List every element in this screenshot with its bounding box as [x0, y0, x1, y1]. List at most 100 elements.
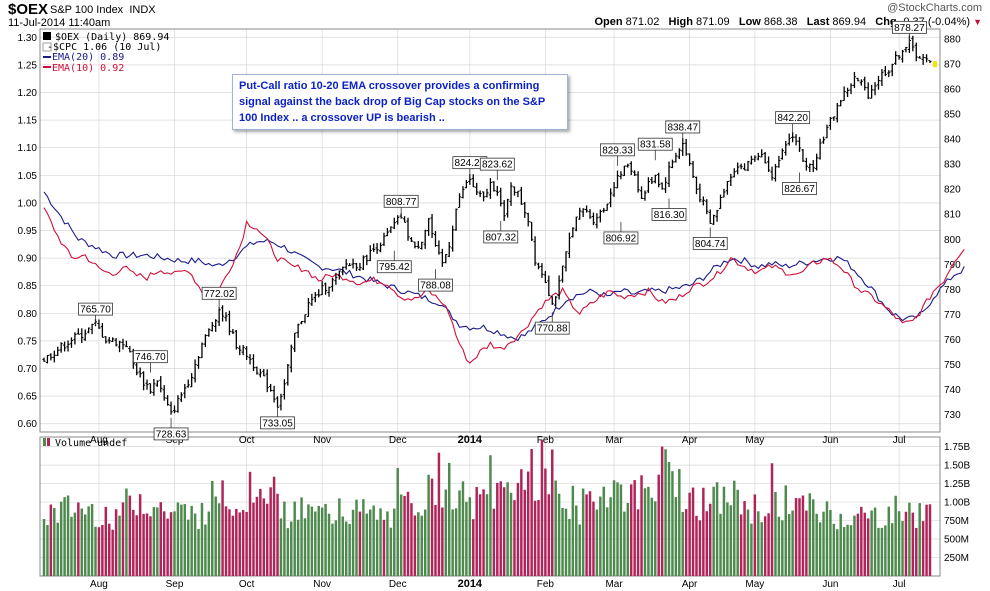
volume-bar: [475, 486, 478, 576]
volume-bar: [159, 502, 162, 576]
volume-bar: [884, 525, 887, 576]
left-tick-label: 1.25: [18, 60, 38, 71]
price-bar: [684, 138, 688, 156]
price-bar: [543, 270, 547, 283]
price-bar: [382, 232, 386, 246]
volume-bar: [513, 500, 516, 576]
price-bar: [327, 286, 331, 297]
price-bar: [282, 379, 286, 400]
legend-volume-text: Volume undef: [55, 438, 127, 449]
volume-bar: [331, 523, 334, 576]
price-bar: [413, 241, 417, 249]
price-bar: [887, 70, 891, 78]
volume-bar: [588, 491, 592, 576]
price-bar: [773, 164, 778, 182]
volume-bar: [49, 504, 53, 576]
legend-oex: $OEX (Daily) 869.94: [43, 32, 169, 43]
price-bar: [378, 242, 383, 253]
x-tick-label-vol: Nov: [313, 579, 331, 590]
price-bar: [220, 305, 225, 322]
low-value: 868.38: [763, 16, 798, 28]
open-label: Open: [594, 16, 623, 28]
price-bar: [804, 157, 808, 171]
volume-bar: [660, 446, 664, 576]
volume-bar: [111, 529, 114, 576]
price-bar: [196, 356, 201, 369]
volume-bar: [241, 510, 245, 576]
right-tick-label: 740: [944, 385, 961, 396]
volume-bar: [571, 485, 575, 576]
price-bar: [169, 401, 173, 415]
price-bar: [852, 71, 857, 89]
x-tick-label: Apr: [682, 435, 698, 446]
x-tick-label-vol: Apr: [682, 579, 698, 590]
price-bar: [550, 296, 554, 305]
volume-bar: [262, 498, 266, 576]
price-bar: [509, 182, 513, 206]
price-bar: [849, 83, 853, 95]
left-tick-label: 0.80: [18, 309, 38, 320]
legend-ema20-text: EMA(20) 0.89: [52, 52, 124, 63]
price-bar: [310, 293, 314, 306]
price-bar: [928, 60, 932, 64]
volume-bar: [372, 505, 375, 576]
price-bar: [736, 162, 740, 175]
volume-bar: [248, 471, 252, 576]
volume-bar: [877, 527, 880, 576]
price-bar: [914, 42, 918, 62]
volume-bar: [56, 522, 59, 576]
price-bar: [787, 133, 791, 146]
volume-bar: [156, 507, 159, 576]
volume-bar: [293, 501, 296, 576]
volume-bar: [908, 502, 911, 576]
volume-bar: [108, 523, 111, 576]
volume-bar: [530, 449, 533, 576]
volume-bar: [162, 511, 166, 576]
volume-bar: [602, 486, 605, 576]
x-tick-label: Jun: [822, 435, 838, 446]
price-bar: [866, 82, 870, 100]
annotation-box: Put-Call ratio 10-20 EMA crossover provi…: [232, 74, 568, 130]
callout-label: 807.32: [485, 232, 516, 243]
volume-bar: [73, 512, 77, 576]
price-bar: [712, 214, 716, 225]
price-bar: [258, 368, 262, 378]
callout-label: 824.21: [455, 158, 486, 169]
price-bar: [162, 385, 166, 401]
callout-label: 795.42: [379, 262, 410, 273]
price-bar: [791, 132, 795, 143]
chart-datetime: 11-Jul-2014 11:40am: [8, 17, 111, 29]
volume-tick-label: 1.25B: [944, 479, 970, 490]
price-bar: [234, 329, 238, 350]
volume-bar: [842, 527, 846, 576]
price-bar: [536, 262, 541, 270]
volume-bar: [53, 508, 56, 576]
volume-bar: [420, 515, 423, 576]
price-bar: [361, 255, 365, 270]
price-bar: [145, 379, 149, 390]
right-tick-label: 880: [944, 35, 961, 46]
volume-bar: [633, 480, 636, 576]
price-callout: 733.05: [260, 406, 295, 429]
volume-bar: [375, 519, 379, 576]
price-bar: [368, 245, 372, 262]
price-bar: [725, 180, 729, 195]
price-bar: [688, 153, 692, 166]
last-value: 869.94: [832, 16, 867, 28]
price-bar: [224, 312, 228, 322]
price-bar: [533, 236, 537, 266]
price-bar: [337, 270, 341, 280]
volume-bar: [118, 515, 121, 576]
volume-bar: [763, 516, 767, 576]
callout-label: 838.47: [667, 122, 698, 133]
volume-bar: [537, 500, 540, 576]
x-tick-label-vol: Dec: [389, 579, 407, 590]
x-tick-label: Aug: [90, 435, 108, 446]
price-callout: 807.32: [483, 220, 519, 243]
volume-bar: [135, 515, 138, 576]
price-bar: [111, 337, 115, 343]
volume-bar: [561, 507, 564, 576]
volume-bar: [746, 509, 750, 576]
volume-bar: [849, 525, 853, 576]
volume-bar: [719, 513, 722, 576]
